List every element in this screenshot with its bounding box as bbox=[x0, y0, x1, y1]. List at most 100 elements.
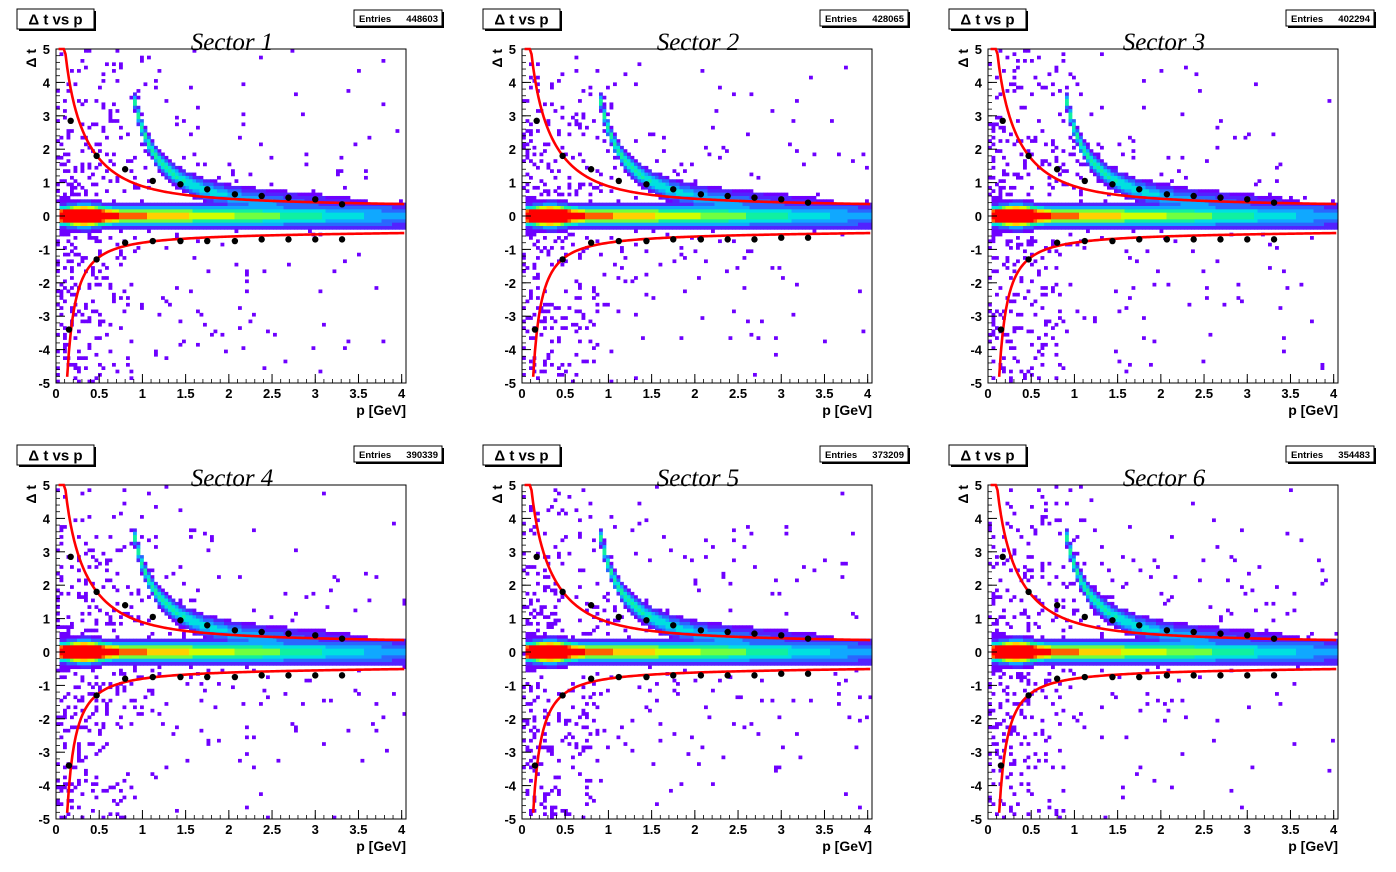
histogram-cells bbox=[988, 49, 1339, 384]
lower-point bbox=[1025, 692, 1032, 699]
sector-title: Sector 1 bbox=[191, 29, 274, 56]
lower-point bbox=[258, 236, 265, 243]
lower-point bbox=[997, 326, 1005, 333]
lower-point bbox=[559, 692, 566, 699]
y-tick-label: 4 bbox=[975, 75, 983, 90]
histogram-cells bbox=[522, 55, 873, 384]
y-tick-label: 4 bbox=[975, 511, 983, 526]
x-tick-label: 3.5 bbox=[815, 386, 833, 401]
lower-point bbox=[559, 256, 566, 263]
upper-point bbox=[1270, 635, 1278, 642]
lower-point bbox=[1244, 236, 1251, 243]
y-tick-label: 5 bbox=[509, 478, 516, 493]
y-tick-label: -5 bbox=[970, 812, 982, 827]
upper-point bbox=[149, 613, 156, 621]
histogram-title: Δ t vs p bbox=[960, 12, 1014, 29]
fit-points bbox=[65, 553, 346, 769]
y-tick-label: -3 bbox=[38, 745, 50, 760]
upper-point bbox=[1270, 199, 1278, 206]
histogram-title-box: Δ t vs p bbox=[16, 8, 96, 31]
x-tick-label: 4 bbox=[864, 386, 872, 401]
y-tick-label: 4 bbox=[43, 75, 51, 90]
upper-point bbox=[615, 177, 622, 185]
y-axis: -5 -4 -3 -2 -1 0 1 2 3 4 5 bbox=[504, 478, 531, 827]
upper-fit-curve bbox=[990, 47, 1337, 206]
upper-point bbox=[231, 191, 239, 198]
lower-point bbox=[1025, 256, 1032, 263]
entries-value: 354483 bbox=[1338, 450, 1370, 461]
sector-title: Sector 6 bbox=[1123, 465, 1206, 492]
lower-point bbox=[312, 236, 319, 243]
x-tick-label: 3.5 bbox=[1281, 386, 1299, 401]
x-tick-label: 0.5 bbox=[556, 386, 574, 401]
y-tick-label: 5 bbox=[43, 478, 50, 493]
upper-point bbox=[1190, 192, 1197, 200]
y-tick-label: 0 bbox=[509, 645, 516, 660]
y-tick-label: 0 bbox=[975, 209, 982, 224]
x-tick-label: 0 bbox=[518, 386, 525, 401]
y-axis-label: Δ t bbox=[489, 49, 505, 68]
y-tick-label: 4 bbox=[509, 75, 517, 90]
x-tick-label: 3 bbox=[312, 822, 319, 837]
y-tick-label: 2 bbox=[975, 142, 982, 157]
lower-point bbox=[670, 672, 677, 679]
x-tick-label: 2 bbox=[691, 822, 698, 837]
upper-point bbox=[231, 627, 239, 634]
lower-point bbox=[338, 236, 346, 243]
upper-point bbox=[804, 635, 812, 642]
lower-point bbox=[1217, 672, 1224, 679]
y-tick-label: 2 bbox=[509, 142, 516, 157]
lower-point bbox=[615, 673, 622, 681]
upper-point bbox=[643, 181, 650, 188]
upper-point bbox=[804, 199, 812, 206]
y-tick-label: -1 bbox=[970, 678, 982, 693]
y-tick-label: 2 bbox=[43, 142, 50, 157]
lower-point bbox=[312, 672, 319, 679]
y-tick-label: -4 bbox=[38, 343, 50, 358]
lower-point bbox=[531, 762, 539, 769]
y-axis: -5 -4 -3 -2 -1 0 1 2 3 4 5 bbox=[970, 42, 997, 391]
y-tick-label: -5 bbox=[504, 376, 516, 391]
y-axis-label: Δ t bbox=[23, 49, 39, 68]
lower-point bbox=[1053, 239, 1061, 246]
y-tick-label: -1 bbox=[38, 678, 50, 693]
y-tick-label: 5 bbox=[43, 42, 50, 57]
lower-point bbox=[1136, 673, 1143, 681]
y-tick-label: 5 bbox=[509, 42, 516, 57]
x-tick-label: 2.5 bbox=[729, 822, 747, 837]
y-axis-label: Δ t bbox=[23, 485, 39, 504]
y-tick-label: -4 bbox=[504, 779, 516, 794]
upper-point bbox=[559, 588, 566, 596]
stats-box: Entries 390339 bbox=[353, 445, 444, 464]
lower-point bbox=[1270, 672, 1278, 679]
x-tick-label: 2.5 bbox=[1195, 386, 1213, 401]
y-tick-label: 1 bbox=[43, 612, 50, 627]
upper-point bbox=[285, 630, 292, 637]
x-axis: 0 0.5 1 1.5 2 2.5 3 3.5 4 bbox=[518, 374, 872, 401]
stats-box: Entries 448603 bbox=[353, 9, 444, 28]
entries-value: 448603 bbox=[406, 14, 438, 25]
lower-point bbox=[285, 672, 292, 679]
lower-point bbox=[1190, 236, 1197, 243]
upper-point bbox=[1136, 186, 1143, 193]
y-tick-label: -3 bbox=[970, 745, 982, 760]
y-tick-label: -5 bbox=[38, 376, 50, 391]
y-tick-label: 4 bbox=[509, 511, 517, 526]
upper-point bbox=[121, 602, 129, 609]
entries-value: 373209 bbox=[872, 450, 904, 461]
lower-point bbox=[587, 239, 595, 246]
y-axis: -5 -4 -3 -2 -1 0 1 2 3 4 5 bbox=[38, 42, 65, 391]
lower-point bbox=[1081, 237, 1088, 245]
x-tick-label: 1.5 bbox=[1109, 386, 1127, 401]
lower-point bbox=[615, 237, 622, 245]
upper-point bbox=[285, 194, 292, 201]
stats-box: Entries 354483 bbox=[1285, 445, 1376, 464]
upper-point bbox=[312, 196, 319, 203]
lower-point bbox=[93, 256, 100, 263]
x-tick-label: 2.5 bbox=[263, 822, 281, 837]
x-tick-label: 3 bbox=[778, 822, 785, 837]
upper-fit-curve bbox=[58, 47, 405, 206]
upper-fit-curve bbox=[990, 483, 1337, 642]
y-tick-label: -1 bbox=[38, 242, 50, 257]
